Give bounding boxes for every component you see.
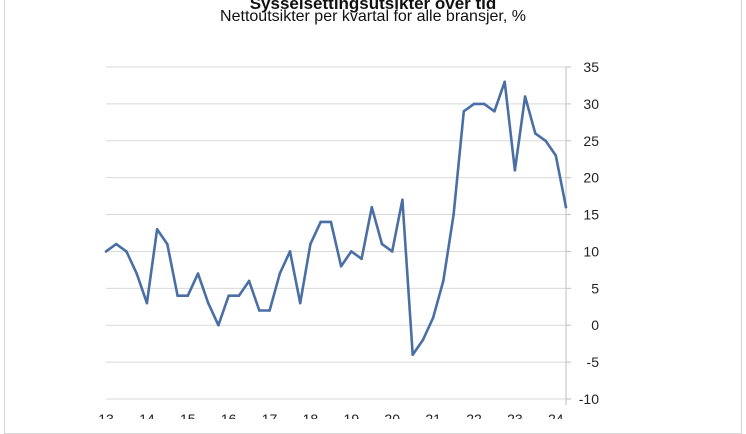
- data-point: [370, 205, 374, 209]
- x-tick-label: 13: [98, 411, 114, 419]
- data-point: [472, 102, 476, 106]
- data-point: [166, 242, 169, 246]
- x-tick-label: 20: [384, 411, 400, 419]
- data-point: [360, 257, 363, 261]
- data-point: [135, 272, 138, 275]
- y-tick-label: 0: [591, 317, 599, 333]
- y-tick-label: -10: [579, 391, 599, 407]
- data-point: [104, 250, 108, 253]
- x-tick-label: 18: [303, 411, 319, 419]
- data-point: [452, 213, 455, 216]
- data-point: [462, 109, 466, 113]
- x-tick-label: 22: [466, 411, 482, 419]
- data-point: [309, 242, 312, 246]
- x-tick-label: 24: [548, 411, 564, 419]
- data-point: [523, 95, 527, 98]
- data-point: [206, 301, 210, 305]
- data-point: [237, 294, 241, 298]
- chart-subtitle: Nettoutsikter per kvartal for alle brans…: [220, 8, 526, 25]
- data-point: [554, 154, 558, 157]
- y-axis-ticks: 35 30 25 20 15 10 5 0 -5 -10: [565, 59, 600, 407]
- x-tick-label: 23: [507, 411, 523, 419]
- data-point: [350, 250, 353, 253]
- data-point: [380, 242, 384, 246]
- x-tick-label: 16: [221, 411, 237, 419]
- y-tick-label: 30: [583, 96, 599, 112]
- data-point: [268, 309, 271, 312]
- data-point: [114, 242, 118, 246]
- data-point: [431, 316, 435, 320]
- data-point: [503, 80, 506, 84]
- data-point: [288, 250, 292, 253]
- chart-title: Sysselsettingsutsikter over tid: [249, 0, 497, 13]
- data-point: [217, 323, 220, 327]
- data-point: [298, 301, 302, 305]
- y-tick-label: -5: [587, 354, 600, 370]
- y-tick-label: 10: [583, 243, 599, 259]
- data-point: [442, 279, 445, 283]
- data-point: [125, 250, 128, 253]
- data-point: [482, 102, 486, 106]
- data-point: [411, 353, 414, 357]
- data-point: [176, 294, 179, 298]
- data-point: [339, 264, 343, 268]
- y-tick-label: 15: [583, 207, 599, 223]
- y-tick-label: 5: [591, 280, 599, 296]
- series-layer: [104, 80, 568, 357]
- data-point: [155, 228, 159, 231]
- data-point: [196, 272, 200, 275]
- x-axis-ticks: 13 14 15 16 17 18 19 20 21 22 23 24: [98, 411, 564, 419]
- data-point: [513, 168, 517, 172]
- data-point: [534, 132, 537, 135]
- line-chart: 35 30 25 20 15 10 5 0 -5 -10 13 14 15 16 17 18 19 20 21 22…: [98, 59, 600, 419]
- data-point: [564, 205, 568, 209]
- x-tick-label: 17: [262, 411, 278, 419]
- y-tick-label: 25: [583, 133, 599, 149]
- data-point: [227, 294, 230, 298]
- data-point: [329, 220, 333, 224]
- x-tick-label: 19: [344, 411, 360, 419]
- data-point: [247, 279, 251, 283]
- x-tick-label: 14: [139, 411, 155, 419]
- data-point: [493, 109, 496, 113]
- data-point: [390, 250, 394, 253]
- x-tick-label: 21: [425, 411, 441, 419]
- y-tick-label: 20: [583, 170, 599, 186]
- gridlines: [106, 66, 566, 400]
- data-point: [544, 139, 547, 143]
- series-line-nettoutsikter: [105, 80, 568, 357]
- data-point: [258, 309, 261, 312]
- data-point: [319, 220, 322, 224]
- data-point: [186, 294, 190, 298]
- data-point: [401, 198, 404, 202]
- data-point: [145, 301, 149, 305]
- y-tick-label: 35: [583, 59, 599, 75]
- data-point: [278, 272, 282, 275]
- x-tick-label: 15: [180, 411, 196, 419]
- data-point: [421, 338, 425, 342]
